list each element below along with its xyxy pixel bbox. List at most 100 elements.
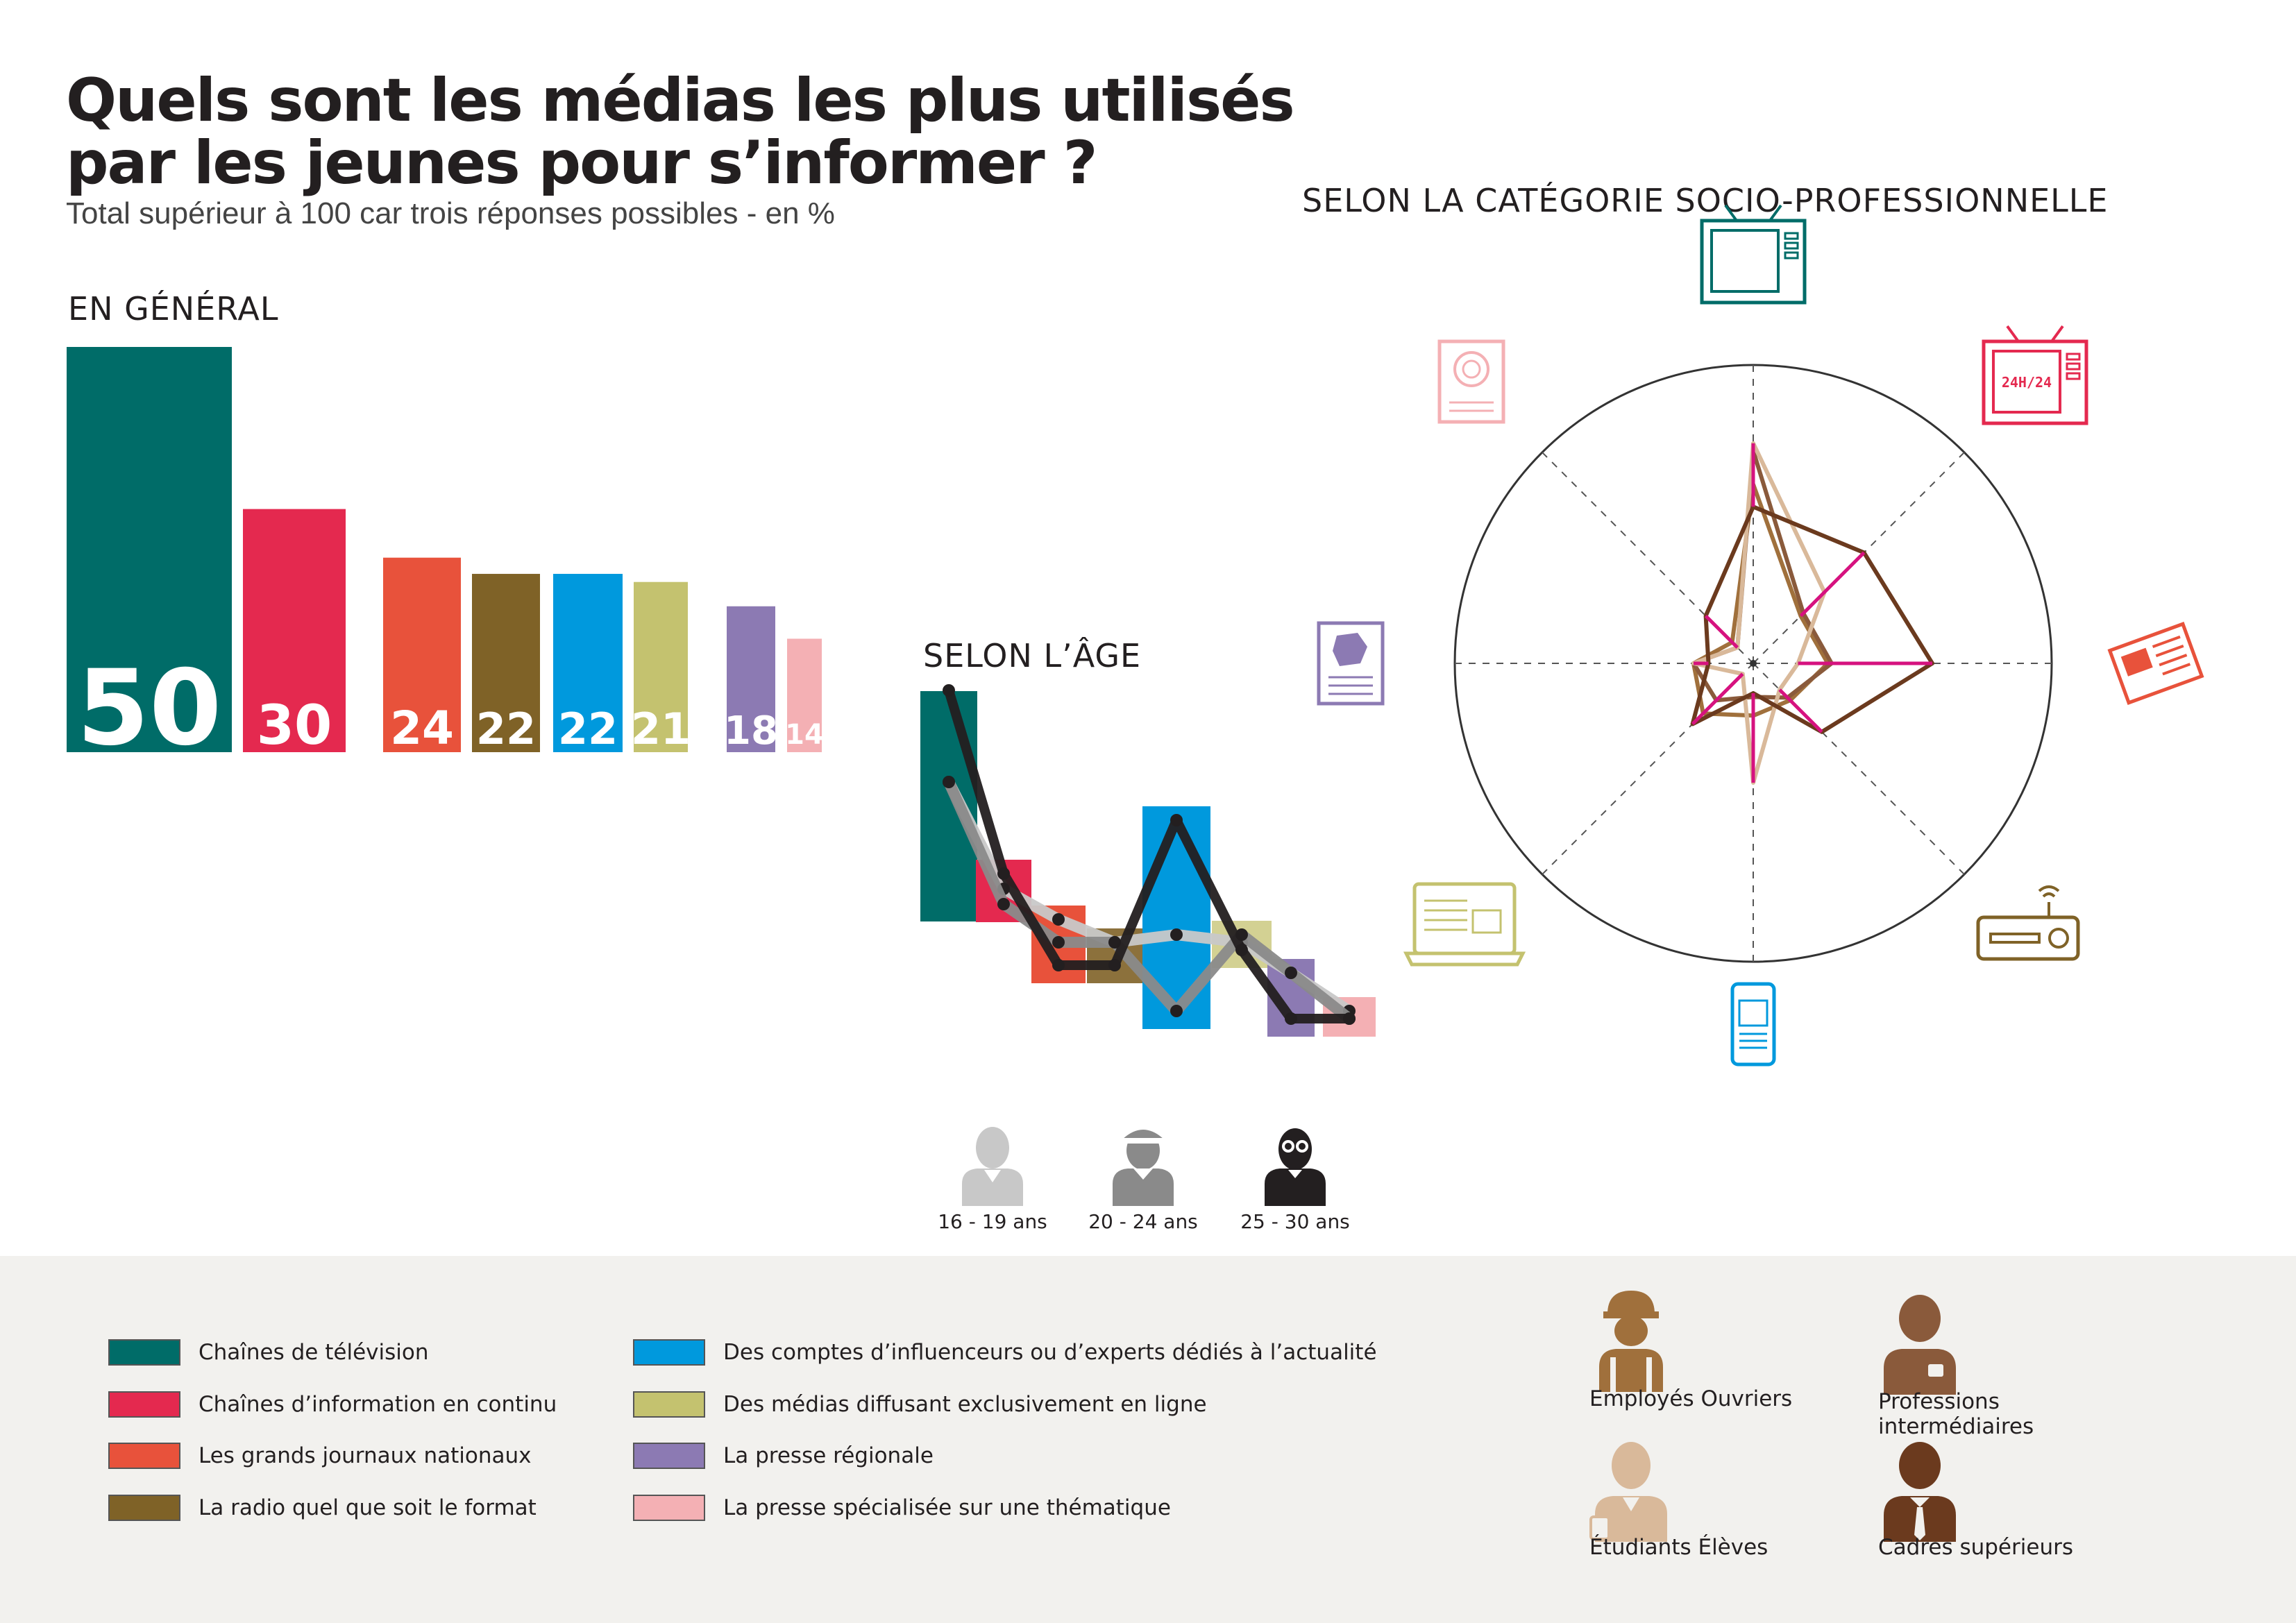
bar-4 <box>553 574 623 752</box>
bar-5 <box>634 581 688 752</box>
person-tie-icon <box>1884 1442 1956 1542</box>
tv-button <box>1784 241 1799 250</box>
age-point-2-7 <box>1343 1012 1356 1025</box>
newspaper-line <box>2152 635 2181 648</box>
radar-range-7 <box>1704 614 1739 649</box>
legend-label: La presse spécialisée sur une thématique <box>723 1495 1171 1520</box>
radio-icon <box>1976 885 2080 961</box>
legend-item-radio: La radio quel que soit le format <box>108 1495 537 1521</box>
age-label-16-19: 16 - 19 ans <box>938 1210 1047 1233</box>
legend-label: La radio quel que soit le format <box>199 1495 537 1520</box>
smartphone-icon <box>1730 982 1776 1067</box>
legend-label: Des comptes d’influenceurs ou d’experts … <box>723 1340 1377 1365</box>
age-point-0-2 <box>1052 913 1065 926</box>
tv-frame <box>1700 219 1807 305</box>
section-title-age: SELON L’ÂGE <box>923 637 1142 674</box>
phone-body <box>1730 982 1776 1067</box>
legend-swatch <box>633 1443 705 1469</box>
mag-circle-inner <box>1462 359 1481 379</box>
age-line-1 <box>943 776 1355 1024</box>
age-point-0-4 <box>1170 928 1183 941</box>
legend-item-influenceurs: Des comptes d’influenceurs ou d’experts … <box>633 1339 1377 1366</box>
tv-screen <box>1710 229 1780 293</box>
legend-item-journaux: Les grands journaux nationaux <box>108 1443 532 1469</box>
tv24-antenna <box>2006 325 2064 343</box>
regional-press-icon <box>1317 621 1385 706</box>
radio-knob <box>2048 927 2069 949</box>
tv-antenna <box>1724 204 1782 222</box>
tv24-button <box>2066 362 2081 371</box>
page-title-line1: Quels sont les médias les plus utilisés <box>66 66 1295 135</box>
age-line-chart <box>920 684 1376 1037</box>
bar-value-label-4: 22 <box>558 704 618 754</box>
radio-antenna <box>2038 885 2060 917</box>
tv24-frame <box>1982 339 2088 425</box>
age-label-20-24: 20 - 24 ans <box>1088 1210 1198 1233</box>
person-young-icon <box>962 1127 1023 1206</box>
section-title-csp: SELON LA CATÉGORIE SOCIO-PROFESSIONNELLE <box>1302 182 2109 219</box>
laptop-base <box>1403 951 1526 967</box>
page-title: Quels sont les médias les plus utilisés … <box>66 69 1454 194</box>
age-point-1-4 <box>1170 1005 1183 1017</box>
csp-radar-chart: 24H/24 <box>1317 204 2204 1067</box>
worker-hardhat-icon <box>1599 1291 1663 1392</box>
tv24-text: 24H/24 <box>2002 374 2052 391</box>
age-line-2 <box>944 686 1354 1023</box>
radar-range-5 <box>1691 672 1744 726</box>
page-subtitle: Total supérieur à 100 car trois réponses… <box>66 196 835 230</box>
person-cap-icon <box>1113 1130 1174 1206</box>
legend-swatch <box>108 1391 180 1418</box>
age-point-2-1 <box>997 867 1010 880</box>
age-point-2-6 <box>1285 1012 1297 1025</box>
bar-7 <box>787 638 822 752</box>
legend-label: Les grands journaux nationaux <box>199 1443 532 1468</box>
general-bar-chart: 50 30 24 22 22 21 18 14 <box>67 347 824 769</box>
section-title-general: EN GÉNÉRAL <box>68 290 279 328</box>
france-map <box>1333 633 1367 666</box>
person-badge-icon <box>1884 1295 1956 1395</box>
radar-center <box>1750 660 1757 667</box>
tv24-screen <box>1991 350 2061 414</box>
regional-frame <box>1317 621 1385 706</box>
laptop-icon <box>1403 882 1526 967</box>
phone-image <box>1738 999 1769 1027</box>
age-block-0 <box>920 691 977 921</box>
legend-label: La presse régionale <box>723 1443 934 1468</box>
radio-display <box>1989 932 2041 944</box>
mag-circle-outer <box>1453 351 1490 388</box>
legend-label: Des médias diffusant exclusivement en li… <box>723 1392 1207 1417</box>
newspaper-line <box>2162 663 2191 676</box>
age-point-1-2 <box>1052 936 1065 949</box>
age-point-1-1 <box>997 898 1010 910</box>
bar-value-label-6: 18 <box>724 708 778 754</box>
tv-24h-icon: 24H/24 <box>1982 325 2088 425</box>
bar-3 <box>472 574 540 752</box>
csp-label-employes: Employés Ouvriers <box>1589 1386 1793 1411</box>
tv-button <box>1784 232 1799 240</box>
bar-value-label-2: 24 <box>390 702 454 755</box>
tv24-button <box>2066 372 2081 380</box>
legend-item-specialisee: La presse spécialisée sur une thématique <box>633 1495 1171 1521</box>
bar-value-label-7: 14 <box>785 719 824 751</box>
age-point-1-3 <box>1108 936 1121 949</box>
csp-icons-layer <box>1589 1291 1956 1542</box>
radar-range-3 <box>1778 688 1823 733</box>
tv-icon <box>1700 204 1807 305</box>
tv-button <box>1784 251 1799 260</box>
legend-swatch <box>108 1339 180 1366</box>
specialized-magazine-icon <box>1437 339 1505 424</box>
legend-item-en-ligne: Des médias diffusant exclusivement en li… <box>633 1391 1207 1418</box>
age-label-25-30: 25 - 30 ans <box>1240 1210 1350 1233</box>
csp-label-etudiants: Étudiants Élèves <box>1589 1535 1769 1560</box>
legend-swatch <box>633 1391 705 1418</box>
bar-6 <box>727 606 775 752</box>
bar-2 <box>383 557 461 752</box>
legend-item-info: Chaînes d’information en continu <box>108 1391 557 1418</box>
legend-item-tv: Chaînes de télévision <box>108 1339 428 1366</box>
bar-value-label-1: 30 <box>257 695 332 757</box>
bar-value-label-3: 22 <box>476 704 536 754</box>
mag-frame <box>1437 339 1505 424</box>
bar-1 <box>243 509 346 752</box>
bar-value-label-0: 50 <box>77 648 222 769</box>
csp-label-cadres: Cadres supérieurs <box>1878 1535 2073 1560</box>
